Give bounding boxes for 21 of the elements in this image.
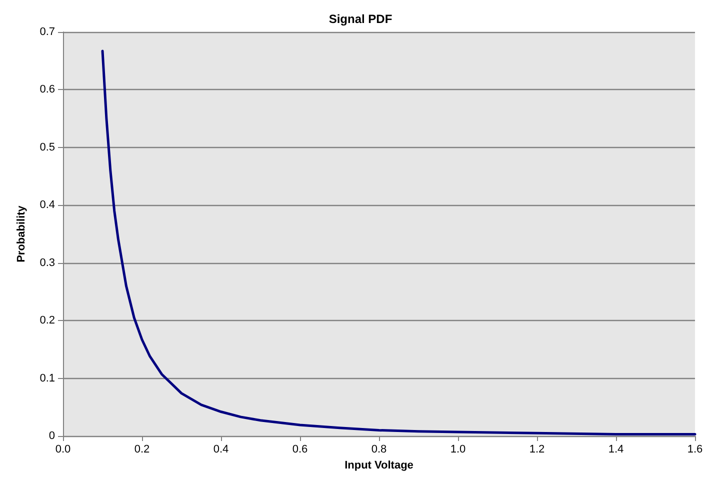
y-tick-label: 0.1 [40, 372, 55, 384]
x-tick-label: 0.0 [55, 444, 71, 456]
x-tick-label: 0.6 [292, 444, 308, 456]
x-axis-title: Input Voltage [344, 459, 414, 472]
x-tick-label: 1.2 [529, 444, 545, 456]
y-axis-title: Probability [16, 204, 28, 262]
x-tick-label: 1.4 [608, 444, 624, 456]
line-series [101, 50, 696, 436]
x-tick-label: 1.0 [450, 444, 466, 456]
y-tick-label: 0 [48, 430, 55, 442]
y-tick-label: 0.6 [40, 84, 55, 96]
x-tick-label: 0.4 [213, 444, 229, 456]
x-tick-label: 0.8 [371, 444, 387, 456]
y-tick-label: 0.2 [40, 314, 55, 327]
x-tick-label: 1.6 [687, 444, 703, 456]
y-tick-label: 0.5 [40, 141, 55, 154]
chart-title: Signal PDF [328, 12, 392, 26]
y-tick-label: 0.3 [40, 256, 55, 269]
y-tick-label: 0.4 [40, 199, 55, 212]
x-tick-label: 0.2 [134, 444, 150, 456]
y-tick-label: 0.7 [40, 26, 55, 38]
